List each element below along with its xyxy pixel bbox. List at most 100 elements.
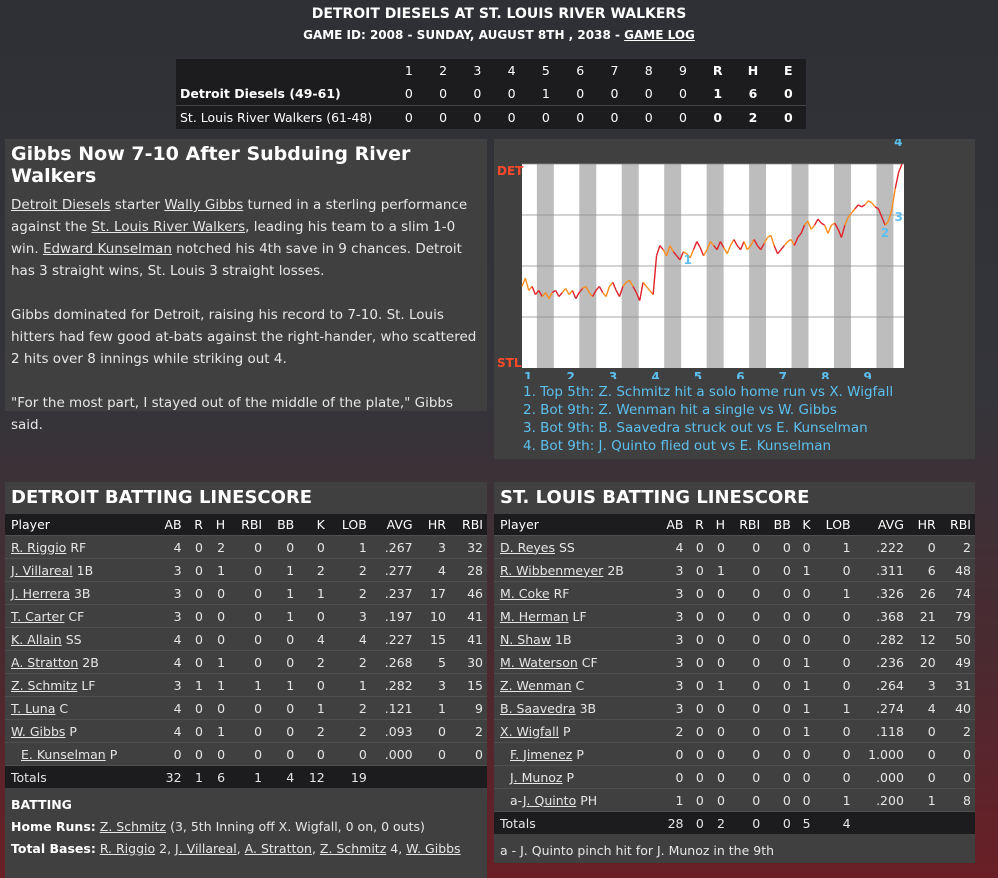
win-prob-segment [709,241,715,247]
stat-cell: 0 [728,742,765,766]
win-prob-segment [827,224,833,234]
inning-label: 5 [694,370,702,379]
player-link[interactable]: R. Riggio [11,539,67,555]
stat-cell: 1 [266,673,299,697]
player-link[interactable]: F. Jimenez [510,746,573,762]
player-link[interactable]: N. Shaw [500,631,552,647]
player-link[interactable]: W. Gibbs [11,723,66,739]
stat-cell: 0 [764,558,795,582]
win-prob-segment [881,216,886,226]
stat-cell: 3 [656,673,688,697]
player-link[interactable]: X. Wigfall [500,723,560,739]
win-prob-segment [669,245,674,253]
player-link-gibbs[interactable]: Wally Gibbs [164,197,244,213]
win-prob-segment [662,249,668,257]
player-link[interactable]: A. Stratton [11,654,79,670]
player-link[interactable]: R. Wibbenmeyer [500,562,604,578]
player-link[interactable]: Z. Wenman [500,677,572,693]
stat-cell: 0 [185,742,207,766]
player-link[interactable]: M. Waterson [500,654,578,670]
total-bases-player-link[interactable]: W. Gibbs [406,841,461,856]
total-cell: 0 [728,811,765,834]
total-bases-player-link[interactable]: J. Villareal [175,841,237,856]
stat-cell: 2 [298,558,329,582]
table-row: K. Allain SS 4 0 0 0 0 4 4.227 15 41 [5,627,487,651]
player-link[interactable]: D. Reyes [500,539,555,555]
total-cell [854,811,908,834]
hr-player-link[interactable]: Z. Schmitz [99,819,167,834]
win-prob-segment [558,292,563,298]
table-row: M. Herman LF 3 0 0 0 0 0 0.368 21 79 [494,604,975,628]
stat-cell: .267 [370,535,417,559]
total-bases-player-link[interactable]: R. Riggio [99,841,156,856]
stat-cell: 1.000 [854,742,908,766]
stat-cell: 3 [656,696,688,720]
win-prob-segment [588,292,594,298]
inning-header: 2 [439,63,448,78]
inning-score: 1 [713,86,723,101]
stat-cell: 0 [794,788,815,812]
win-prob-segment [894,172,900,189]
total-cell: 28 [656,811,688,834]
player-link[interactable]: M. Coke [500,585,550,601]
player-link[interactable]: E. Kunselman [21,746,106,762]
win-prob-segment [743,241,748,250]
total-cell [416,765,450,788]
stat-cell: 1 [707,673,729,697]
player-link[interactable]: M. Herman [500,608,569,624]
stat-cell: 0 [764,581,795,605]
win-prob-segment [783,241,789,247]
total-cell: 6 [206,765,230,788]
stat-cell: 0 [728,673,765,697]
player-link[interactable]: Z. Schmitz [11,677,78,693]
player-link[interactable]: J. Quinto [522,792,577,808]
player-position: P [563,723,571,739]
stat-cell: 0 [266,650,299,674]
player-position: C [575,677,585,693]
team-link-stlouis[interactable]: St. Louis River Walkers [91,219,246,235]
stat-cell: 0 [229,742,267,766]
total-bases-player-link[interactable]: Z. Schmitz [319,841,387,856]
stat-cell: 0 [185,581,207,605]
inning-label: 3 [609,370,617,379]
player-link[interactable]: J. Herrera [11,585,70,601]
stat-cell: 1 [814,696,855,720]
win-prob-segment [803,220,809,226]
team-link-detroit[interactable]: Detroit Diesels [11,197,111,213]
player-link-kunselman[interactable]: Edward Kunselman [42,241,172,257]
player-cell: M. Waterson CF [494,650,657,674]
win-prob-segment [571,290,577,299]
story-text: notched his 4th save in 9 chances. Detro… [11,241,462,279]
player-position: RF [553,585,570,601]
stat-cell: .227 [370,627,417,651]
table-row: A. Stratton 2B 4 0 1 0 0 2 2.268 5 30 [5,650,487,674]
player-link[interactable]: B. Saavedra [500,700,576,716]
player-cell: T. Luna C [5,696,154,720]
stat-cell: 0 [687,719,708,743]
home-runs-line: Home Runs: Z. Schmitz (3, 5th Inning off… [11,816,481,838]
stat-cell: 1 [814,581,855,605]
inning-header: 9 [678,63,687,78]
stat-cell: 2 [206,535,230,559]
total-bases-player-link[interactable]: A. Stratton [244,841,312,856]
stat-cell: .000 [854,765,908,789]
player-link[interactable]: K. Allain [11,631,62,647]
stat-cell: 0 [206,696,230,720]
stat-cell: 4 [656,535,688,559]
player-link[interactable]: J. Munoz [510,769,563,785]
stat-cell: 0 [794,627,815,651]
player-link[interactable]: J. Villareal [11,562,73,578]
win-prob-segment [817,218,822,224]
win-prob-segment [665,245,671,257]
win-prob-segment [686,253,691,259]
player-link[interactable]: T. Luna [11,700,56,716]
column-header: RBI [939,514,975,536]
win-prob-segment [746,245,752,251]
player-link[interactable]: T. Carter [11,608,65,624]
stat-cell: 12 [907,627,940,651]
win-prob-segment [555,290,560,297]
inning-score: 0 [770,105,806,129]
game-log-link[interactable]: GAME LOG [624,28,695,42]
stat-cell: 2 [328,650,371,674]
stat-cell: 0 [728,558,765,582]
